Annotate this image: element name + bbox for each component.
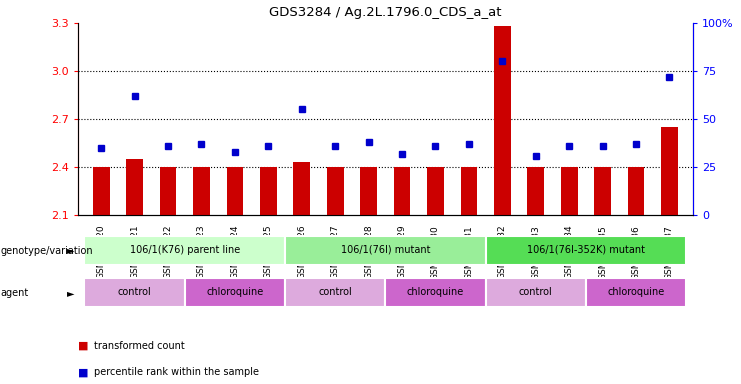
Text: ►: ► (67, 288, 74, 298)
Bar (594, 167, 611, 215)
Bar (460, 167, 477, 215)
Bar (126, 159, 143, 215)
Bar (260, 167, 276, 215)
Text: chloroquine: chloroquine (206, 287, 264, 297)
Bar (93, 167, 110, 215)
Bar (285, 236, 485, 265)
Text: control: control (519, 287, 553, 297)
Bar (285, 278, 385, 308)
Bar (628, 167, 645, 215)
Bar (485, 236, 686, 265)
Bar (561, 167, 577, 215)
Text: ■: ■ (78, 341, 88, 351)
Bar (385, 278, 485, 308)
Bar (327, 167, 344, 215)
Bar (293, 162, 310, 215)
Bar (84, 236, 285, 265)
Bar (360, 167, 377, 215)
Bar (528, 167, 544, 215)
Bar (160, 167, 176, 215)
Bar (485, 278, 586, 308)
Text: chloroquine: chloroquine (608, 287, 665, 297)
Text: genotype/variation: genotype/variation (1, 245, 93, 256)
Text: percentile rank within the sample: percentile rank within the sample (94, 367, 259, 377)
Text: chloroquine: chloroquine (407, 287, 464, 297)
Text: control: control (118, 287, 151, 297)
Text: control: control (319, 287, 352, 297)
Bar (84, 278, 185, 308)
Text: 106/1(76I) mutant: 106/1(76I) mutant (341, 245, 430, 255)
Bar (227, 167, 243, 215)
Bar (661, 127, 678, 215)
Text: ■: ■ (78, 367, 88, 377)
Text: ►: ► (67, 245, 74, 256)
Text: 106/1(76I-352K) mutant: 106/1(76I-352K) mutant (527, 245, 645, 255)
Bar (393, 167, 411, 215)
Bar (185, 278, 285, 308)
Text: agent: agent (1, 288, 29, 298)
Bar (427, 167, 444, 215)
Title: GDS3284 / Ag.2L.1796.0_CDS_a_at: GDS3284 / Ag.2L.1796.0_CDS_a_at (269, 6, 502, 19)
Bar (494, 26, 511, 215)
Bar (193, 167, 210, 215)
Bar (586, 278, 686, 308)
Text: 106/1(K76) parent line: 106/1(K76) parent line (130, 245, 240, 255)
Text: transformed count: transformed count (94, 341, 185, 351)
